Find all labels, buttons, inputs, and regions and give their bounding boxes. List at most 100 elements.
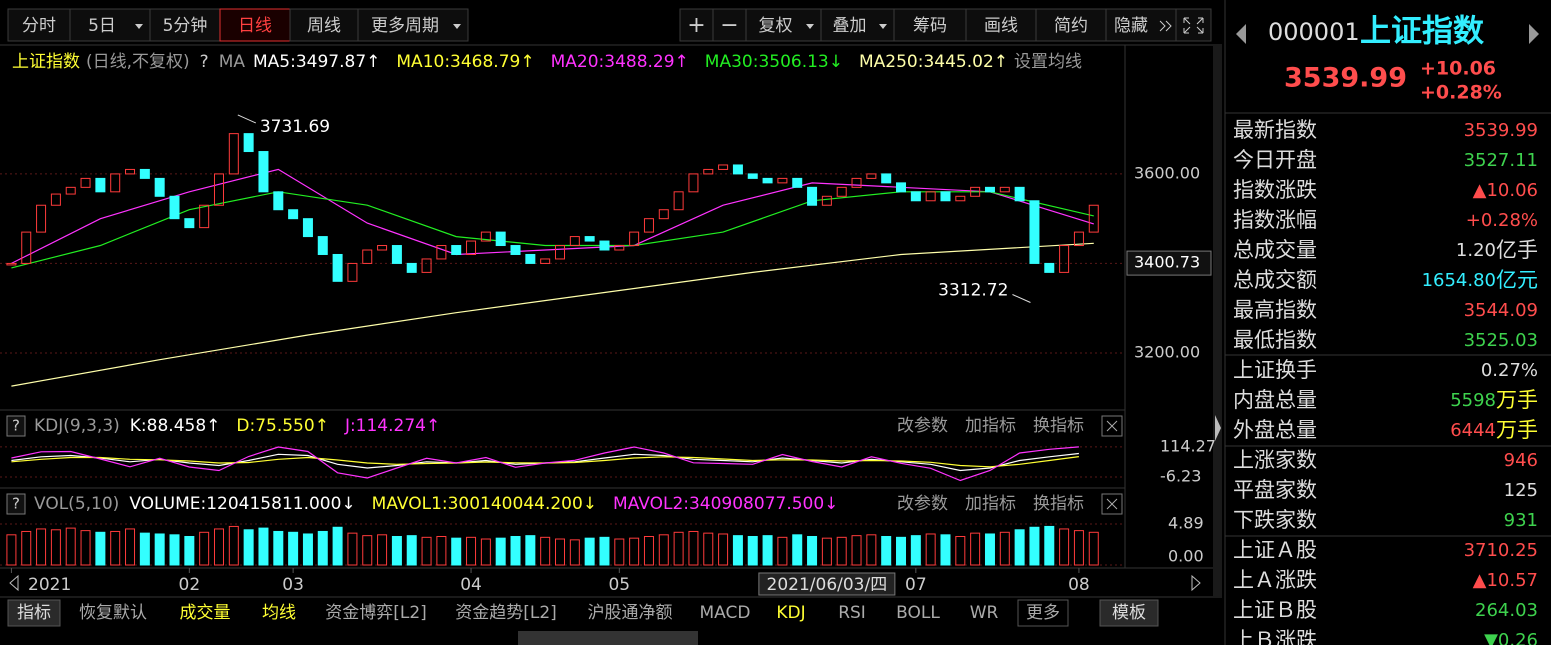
candle (970, 186, 981, 197)
tab[interactable]: 成交量 (180, 603, 231, 623)
ma-value: MA10:3468.79↑ (396, 52, 534, 72)
tab[interactable]: 更多 (1026, 603, 1060, 623)
toolbar-label[interactable]: 分时 (22, 16, 56, 36)
toolbar-button[interactable] (289, 8, 359, 42)
tab[interactable]: MACD (700, 603, 751, 623)
quote-value: 0.27% (1481, 360, 1538, 381)
fullscreen-button[interactable] (1175, 8, 1212, 42)
tab[interactable]: 资金博弈[L2] (325, 603, 427, 623)
volume-bar (317, 530, 328, 566)
panel-tool[interactable]: 换指标 (1033, 416, 1084, 436)
help-icon[interactable]: ? (200, 52, 209, 72)
toolbar-button[interactable] (219, 8, 291, 42)
toolbar-label[interactable]: 更多周期 (371, 16, 439, 36)
candle (614, 245, 625, 251)
quote-unit: 万手 (1496, 388, 1538, 412)
toolbar-button[interactable] (893, 8, 967, 42)
volume-bar (169, 534, 180, 566)
panel-tool[interactable]: 加指标 (965, 416, 1016, 436)
toolbar-button[interactable] (357, 8, 469, 42)
help-icon[interactable]: ? (12, 495, 20, 513)
panel-tool[interactable]: 换指标 (1033, 494, 1084, 514)
ma-label: MA (219, 52, 246, 72)
volume-bar (213, 528, 224, 566)
tab[interactable]: 资金趋势[L2] (455, 603, 557, 623)
tab[interactable]: 均线 (262, 603, 296, 623)
toolbar-label[interactable]: 筹码 (913, 16, 947, 36)
help-button[interactable] (6, 493, 26, 515)
volume-bar (762, 535, 773, 566)
tab[interactable]: RSI (838, 603, 866, 623)
quote-value: 125 (1504, 480, 1538, 501)
tab[interactable]: KDJ (776, 603, 805, 623)
tab-button[interactable] (1099, 599, 1159, 627)
toolbar-button[interactable] (712, 8, 747, 42)
tab[interactable]: 恢复默认 (79, 603, 147, 623)
panel-tool[interactable]: 改参数 (897, 494, 948, 514)
quote-number: 3710.25 (1464, 540, 1538, 561)
close-button[interactable] (1101, 415, 1123, 437)
volume-bar (436, 535, 447, 566)
volume-bar (881, 535, 892, 566)
toolbar-button[interactable] (965, 8, 1037, 42)
quote-label: 最低指数 (1233, 328, 1317, 352)
toolbar-label[interactable]: 日线 (238, 16, 272, 36)
candle (243, 133, 254, 153)
close-button[interactable] (1101, 493, 1123, 515)
ma-settings[interactable]: 设置均线 (1014, 52, 1082, 72)
toolbar-label[interactable]: 复权 (759, 16, 793, 36)
help-icon[interactable]: ? (12, 417, 20, 435)
toolbar-button[interactable] (745, 8, 822, 42)
tab[interactable]: 沪股通净额 (588, 603, 673, 623)
tab[interactable]: WR (970, 603, 999, 623)
toolbar-label[interactable]: 简约 (1054, 16, 1088, 36)
scroll-thumb[interactable] (518, 631, 698, 645)
help-button[interactable] (6, 415, 26, 437)
quote-value: ▼0.26 (1484, 630, 1538, 645)
candle (169, 195, 180, 220)
prev-arrow[interactable] (1236, 24, 1246, 44)
tab[interactable]: 模板 (1112, 603, 1146, 623)
volume-bar (1014, 529, 1025, 566)
tab-button[interactable] (7, 599, 61, 627)
candle (881, 173, 892, 184)
scroll-right[interactable] (1191, 574, 1201, 592)
quote-label: 总成交量 (1233, 238, 1317, 262)
crosshair-price-box (1126, 250, 1212, 276)
indicator-legend: VOL(5,10) VOLUME:120415811.000↓ MAVOL1:300… (34, 494, 838, 514)
tab[interactable]: BOLL (896, 603, 940, 623)
candle (984, 186, 995, 193)
toolbar-button[interactable] (1035, 8, 1107, 42)
toolbar-button[interactable] (679, 8, 714, 42)
toolbar-label[interactable]: + (687, 13, 705, 38)
ma-value: MA20:3488.29↑ (551, 52, 689, 72)
dropdown-arrow (135, 24, 143, 29)
toolbar-label[interactable]: − (720, 13, 738, 38)
splitter[interactable] (1213, 45, 1222, 597)
volume-bar (36, 528, 47, 566)
toolbar-label[interactable]: 周线 (307, 16, 341, 36)
toolbar-label[interactable]: 画线 (984, 16, 1018, 36)
next-arrow[interactable] (1529, 24, 1539, 44)
quote-value: 946 (1504, 450, 1538, 471)
candle (777, 177, 788, 184)
toolbar-label[interactable]: 隐藏 (1114, 16, 1148, 36)
indicator-title: VOL(5,10) (34, 494, 119, 514)
quote-value: 3539.99 (1464, 120, 1538, 141)
volume-bar (718, 533, 729, 566)
tab[interactable]: 指标 (17, 603, 51, 623)
candle (525, 253, 536, 264)
toolbar-button[interactable] (149, 8, 221, 42)
volume-bar (792, 534, 803, 566)
price-change-pct: +0.28% (1420, 82, 1502, 104)
panel-tool[interactable]: 加指标 (965, 494, 1016, 514)
toolbar-label[interactable]: 5日 (88, 16, 116, 36)
collapse-arrow[interactable] (1215, 415, 1221, 441)
toolbar-label[interactable]: 5分钟 (163, 16, 208, 36)
volume-bar (807, 535, 818, 566)
panel-tool[interactable]: 改参数 (897, 416, 948, 436)
toolbar-label[interactable]: 叠加 (833, 16, 867, 36)
volume-bar (584, 537, 595, 566)
tab-button[interactable] (1017, 599, 1069, 627)
scroll-left[interactable] (9, 574, 19, 592)
